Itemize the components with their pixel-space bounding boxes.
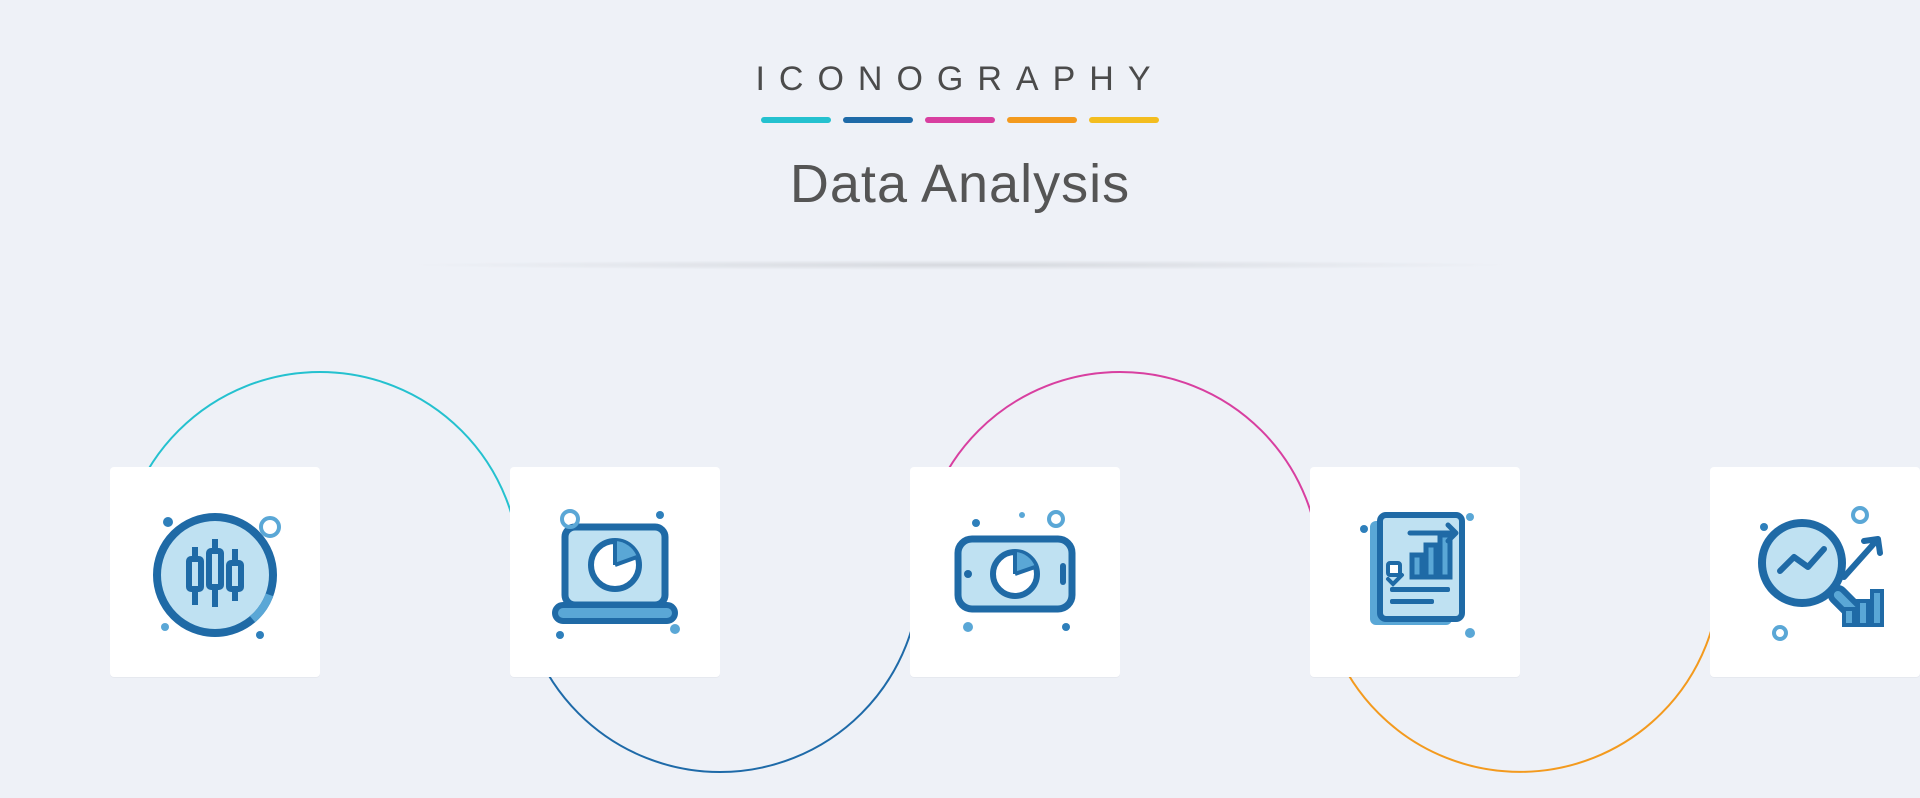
- laptop-pie-icon: [510, 467, 720, 677]
- report-document-tile: [1310, 467, 1520, 677]
- candlestick-radar-tile: [110, 467, 320, 677]
- stage: ICONOGRAPHY Data Analysis: [0, 0, 1920, 798]
- mobile-pie-tile: [910, 467, 1120, 677]
- candlestick-radar-icon: [110, 467, 320, 677]
- search-trend-icon: [1710, 467, 1920, 677]
- laptop-pie-tile: [510, 467, 720, 677]
- mobile-pie-icon: [910, 467, 1120, 677]
- tiles-layer: [0, 0, 1920, 798]
- search-trend-tile: [1710, 467, 1920, 677]
- report-document-icon: [1310, 467, 1520, 677]
